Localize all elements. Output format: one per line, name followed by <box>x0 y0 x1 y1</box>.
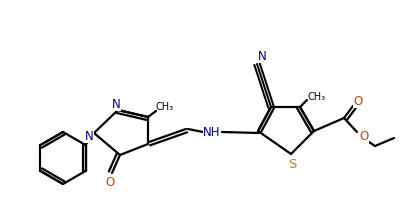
Text: N: N <box>258 49 266 63</box>
Text: CH₃: CH₃ <box>308 92 326 102</box>
Text: CH₃: CH₃ <box>156 102 174 112</box>
Text: NH: NH <box>203 126 221 138</box>
Text: N: N <box>112 97 120 111</box>
Text: O: O <box>353 94 363 107</box>
Text: S: S <box>288 157 296 170</box>
Text: N: N <box>85 129 93 143</box>
Text: O: O <box>106 175 115 189</box>
Text: O: O <box>360 129 369 143</box>
